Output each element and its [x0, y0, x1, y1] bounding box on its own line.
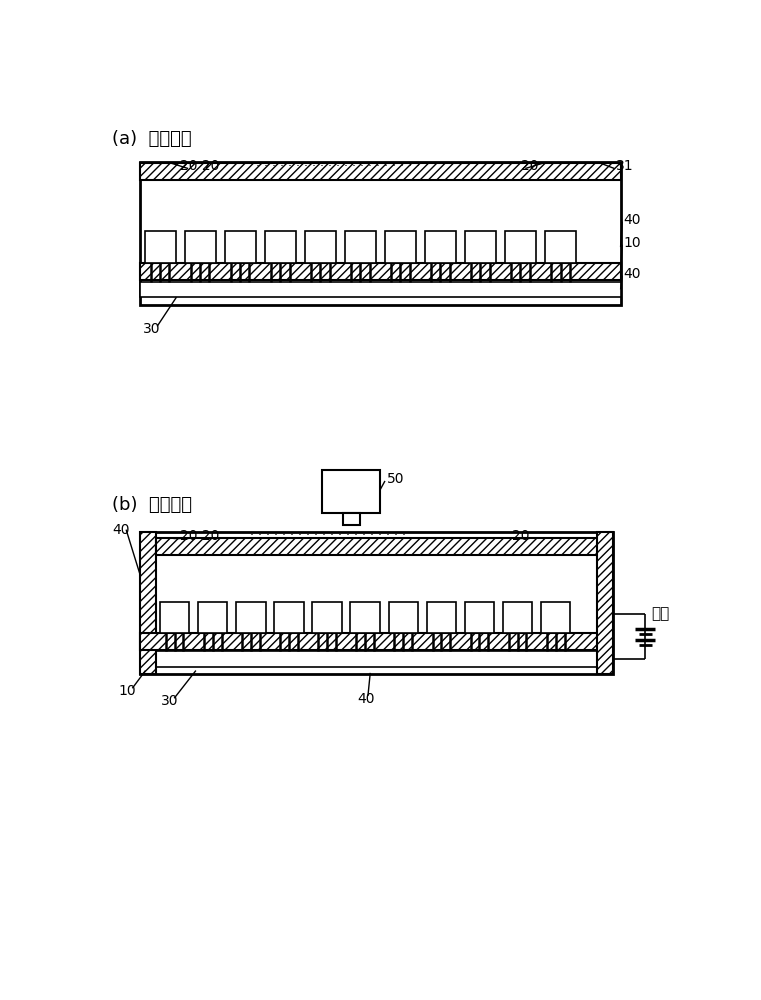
- Bar: [140, 282, 620, 297]
- Text: · · · · · · · · · · · · · · · · · · · ·: · · · · · · · · · · · · · · · · · · · ·: [250, 529, 406, 542]
- Bar: [427, 602, 456, 633]
- Text: 10: 10: [624, 236, 642, 250]
- Bar: [274, 602, 304, 633]
- Bar: [465, 602, 494, 633]
- Bar: [304, 231, 336, 263]
- Text: (b)  検査工序: (b) 検査工序: [112, 496, 193, 514]
- Bar: [345, 231, 376, 263]
- Bar: [312, 602, 342, 633]
- Text: (a)  製造工序: (a) 製造工序: [112, 130, 192, 148]
- Bar: [505, 231, 536, 263]
- Text: 31: 31: [616, 159, 634, 173]
- Text: 30: 30: [161, 694, 179, 708]
- Text: 30: 30: [143, 322, 161, 336]
- Text: 20 20: 20 20: [180, 529, 220, 543]
- Bar: [236, 602, 266, 633]
- Bar: [597, 532, 613, 674]
- Text: 電源: 電源: [651, 606, 670, 621]
- Text: · · · · · · · · · · · · · · · · · · · · ·: · · · · · · · · · · · · · · · · · · · · …: [256, 160, 419, 173]
- Bar: [322, 470, 380, 513]
- Bar: [140, 162, 620, 305]
- Bar: [503, 602, 532, 633]
- Bar: [198, 602, 228, 633]
- Bar: [545, 231, 576, 263]
- Bar: [465, 231, 496, 263]
- Text: 40: 40: [112, 523, 129, 537]
- Bar: [140, 263, 620, 280]
- Bar: [145, 231, 176, 263]
- Text: 10: 10: [119, 684, 136, 698]
- Bar: [385, 231, 416, 263]
- Bar: [140, 651, 613, 667]
- Text: 40: 40: [624, 213, 642, 227]
- Bar: [140, 532, 155, 674]
- Text: 40: 40: [624, 267, 642, 281]
- Bar: [155, 538, 613, 555]
- Bar: [140, 532, 613, 674]
- Text: 20 20: 20 20: [180, 159, 220, 173]
- Bar: [425, 231, 456, 263]
- Bar: [140, 163, 620, 180]
- Bar: [350, 602, 380, 633]
- Bar: [185, 231, 215, 263]
- Text: 20: 20: [512, 529, 530, 543]
- Bar: [265, 231, 296, 263]
- Bar: [160, 602, 189, 633]
- Bar: [224, 231, 256, 263]
- Bar: [389, 602, 418, 633]
- Bar: [342, 513, 360, 525]
- Bar: [140, 633, 613, 650]
- Text: 50: 50: [387, 472, 404, 486]
- Text: 40: 40: [357, 692, 374, 706]
- Bar: [541, 602, 571, 633]
- Text: 20: 20: [521, 159, 539, 173]
